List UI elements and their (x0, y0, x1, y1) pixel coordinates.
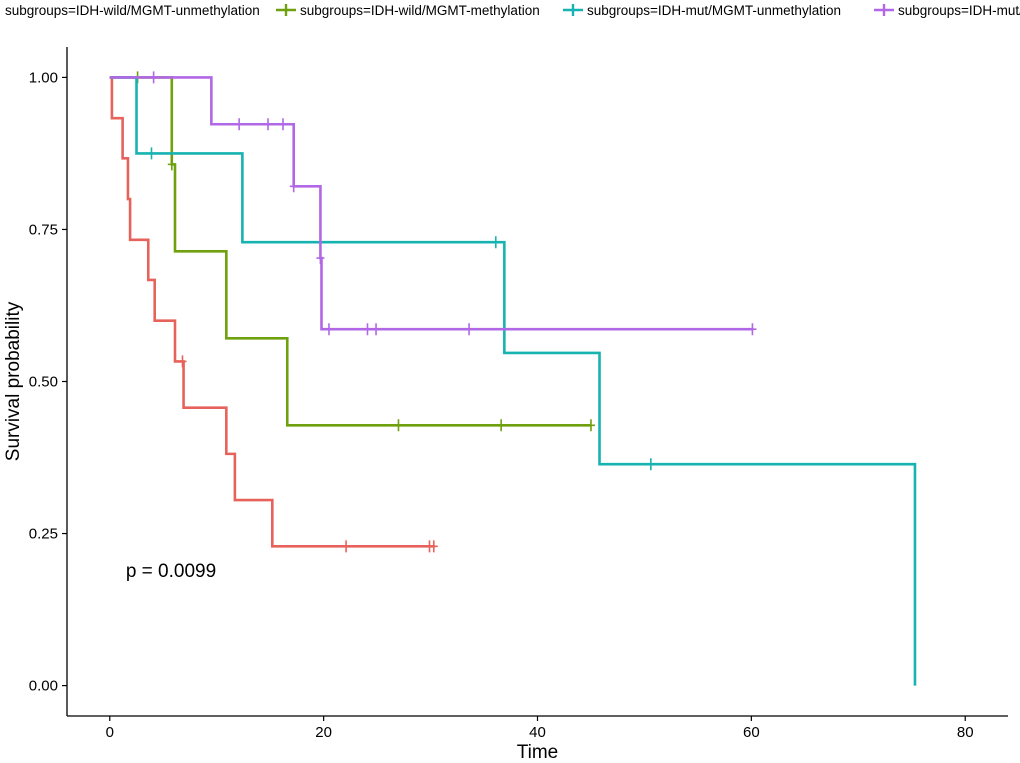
legend-label: subgroups=IDH-mut/MGMT-methylation (898, 3, 1020, 18)
survival-curve-line (109, 76, 591, 427)
censor-mark (646, 458, 655, 471)
x-axis-ticks: 0 20 40 60 80 (106, 716, 974, 741)
y-tick-label: 0.75 (29, 221, 58, 238)
legend-label: subgroups=IDH-wild/MGMT-unmethylation (5, 3, 260, 18)
censor-mark (264, 118, 273, 131)
survival-curve-line (109, 76, 917, 686)
censor-mark (465, 323, 474, 336)
legend-item: subgroups=IDH-mut/MGMT-methylation (874, 3, 1020, 18)
axes (66, 47, 1008, 717)
censor-mark (167, 158, 176, 171)
legend-key (276, 4, 296, 16)
y-axis-title: Survival probability (3, 301, 24, 461)
legend-label: subgroups=IDH-mut/MGMT-unmethylation (587, 3, 841, 18)
censor-mark (748, 323, 757, 336)
x-axis-title: Time (517, 742, 559, 763)
legend-key (563, 4, 583, 16)
p-value-annotation: p = 0.0099 (126, 561, 216, 582)
series-1 (109, 76, 438, 553)
censor-mark (147, 147, 156, 160)
series-2 (109, 71, 595, 432)
legend: subgroups=IDH-wild/MGMT-unmethylation sub… (5, 3, 1020, 18)
censor-mark (497, 419, 506, 432)
censor-mark (279, 118, 288, 131)
x-tick-label: 20 (315, 724, 332, 741)
x-tick-label: 40 (529, 724, 546, 741)
x-tick-label: 60 (743, 724, 760, 741)
censor-mark (178, 355, 187, 368)
legend-item: subgroups=IDH-wild/MGMT-methylation (276, 3, 540, 18)
legend-key (874, 4, 894, 16)
survival-curve-line (109, 76, 435, 548)
censor-mark (342, 540, 351, 553)
survival-curve-line (109, 76, 754, 331)
series-4 (109, 71, 757, 336)
y-tick-label: 0.00 (29, 678, 58, 695)
censor-mark (149, 71, 158, 84)
censor-mark (289, 180, 298, 193)
legend-item: subgroups=IDH-wild/MGMT-unmethylation (5, 3, 260, 18)
legend-label: subgroups=IDH-wild/MGMT-methylation (300, 3, 540, 18)
y-tick-label: 0.25 (29, 526, 58, 543)
censor-mark (429, 540, 438, 553)
censor-mark (394, 419, 403, 432)
censor-mark (363, 323, 372, 336)
y-axis-ticks: 0.00 0.25 0.50 0.75 1.00 (29, 69, 67, 695)
y-tick-label: 1.00 (29, 69, 58, 86)
survival-curves (109, 71, 917, 686)
censor-mark (235, 118, 244, 131)
legend-item: subgroups=IDH-mut/MGMT-unmethylation (563, 3, 841, 18)
censor-mark (316, 252, 325, 265)
censor-mark (586, 419, 595, 432)
censor-mark (491, 236, 500, 249)
censor-mark (324, 323, 333, 336)
censor-mark (372, 323, 381, 336)
x-tick-label: 0 (106, 724, 114, 741)
x-tick-label: 80 (957, 724, 974, 741)
y-tick-label: 0.50 (29, 374, 58, 391)
series-3 (109, 76, 917, 686)
